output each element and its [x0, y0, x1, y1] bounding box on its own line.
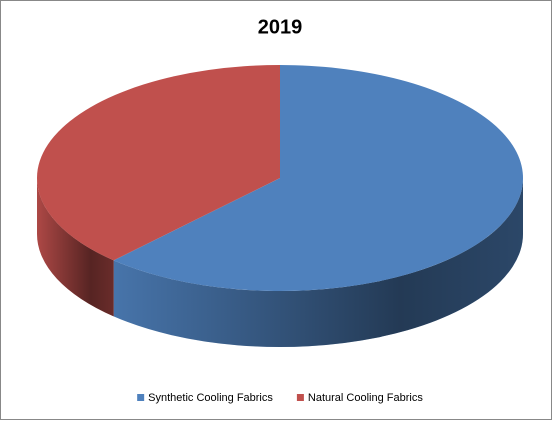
pie-side-shade [113, 178, 523, 347]
chart-title: 2019 [258, 16, 303, 38]
pie-slice [113, 65, 524, 291]
legend-label: Synthetic Cooling Fabrics [148, 392, 273, 404]
pie-slice [37, 65, 281, 261]
legend-swatch [137, 394, 145, 401]
legend-label: Natural Cooling Fabrics [308, 392, 423, 404]
legend-swatch [296, 394, 304, 401]
pie-side-shade [37, 178, 114, 317]
